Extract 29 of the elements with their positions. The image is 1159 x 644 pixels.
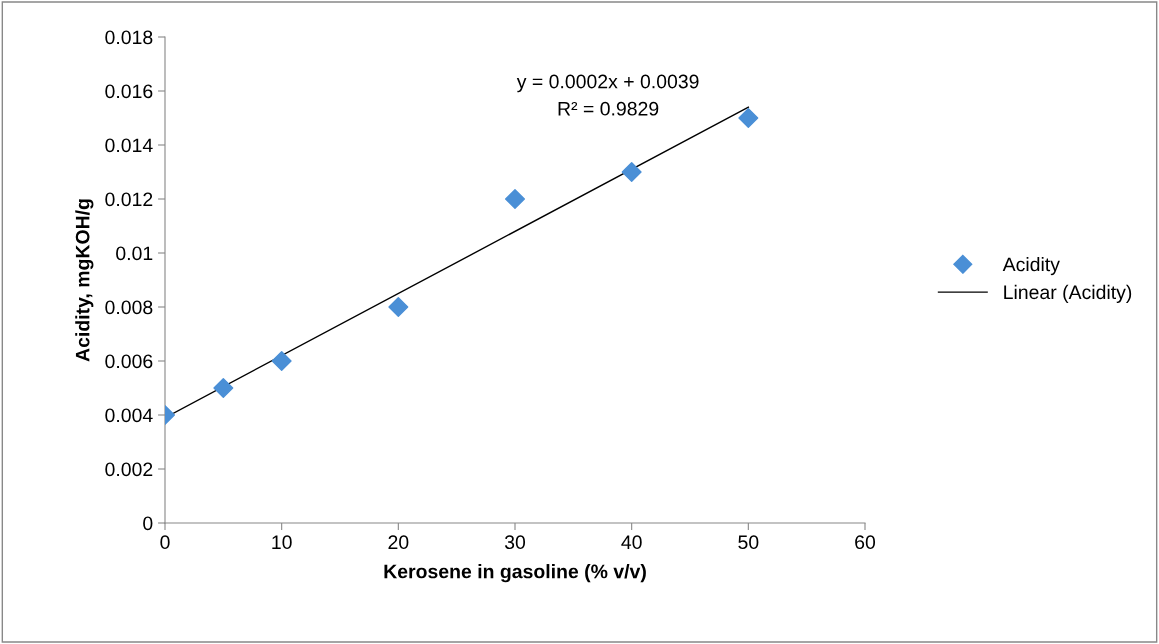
y-tick-label: 0.014 [105,138,153,153]
y-tick-label: 0.006 [105,354,153,369]
y-tick-label: 0.016 [105,84,153,99]
annotation: R² = 0.9829 [558,101,659,116]
point [388,296,409,318]
x-tick-label: 10 [272,535,292,550]
point [504,188,526,210]
point [621,161,642,183]
y-tick-label: 0.002 [105,462,153,477]
y-tick-label: 0.012 [105,192,153,207]
x-tick-label: 30 [504,535,526,550]
legend-label: Acidity [1002,257,1060,276]
y-tick-label: 0.018 [105,30,153,45]
y-axis-title: Acidity, mgKOH/g [75,199,94,362]
y-tick-label: 0.01 [116,246,153,261]
x-axis-title: Kerosene in gasoline (% v/v) [384,564,646,583]
x-tick-label: 0 [160,535,170,550]
x-tick-label: 50 [738,535,759,550]
point [738,107,759,129]
y-tick-label: 0.004 [105,408,153,423]
point [213,377,234,399]
y-tick-label: 0 [143,516,153,531]
legend-label: Linear (Acidity) [1004,284,1132,303]
annotation: y = 0.0002x + 0.0039 [516,74,699,93]
x-tick-label: 20 [388,535,409,550]
x-tick-label: 40 [621,535,642,550]
x-tick-label: 60 [855,535,876,550]
y-tick-label: 0.008 [105,300,153,315]
point [271,350,292,372]
